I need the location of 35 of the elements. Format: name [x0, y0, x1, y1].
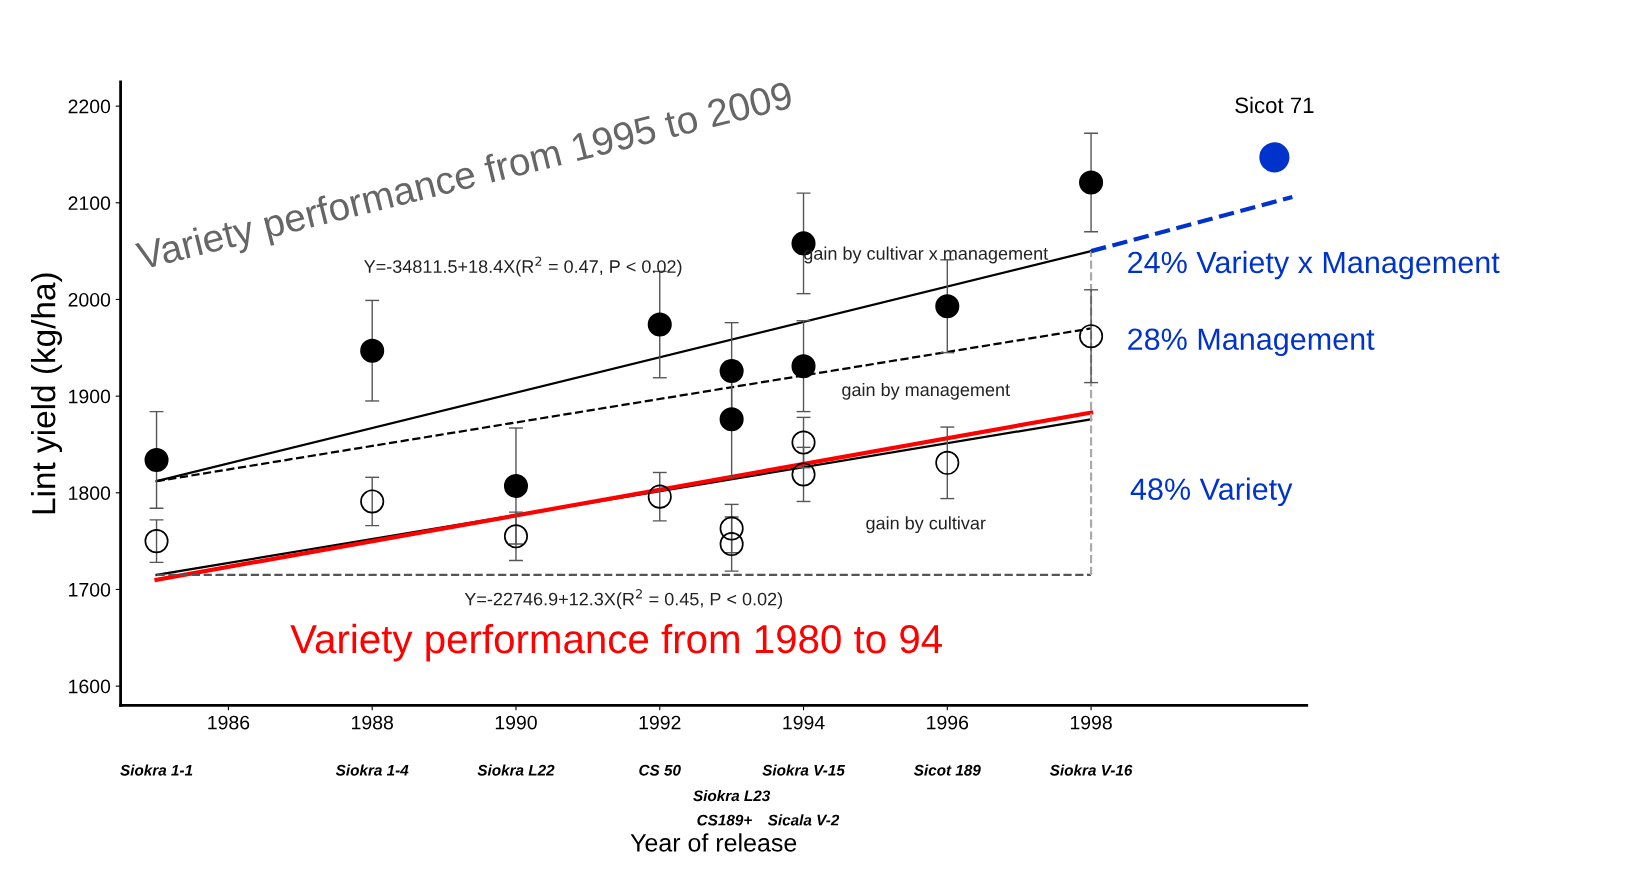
annotation: 28% Management	[1128, 328, 1375, 357]
y-tick-label: 1700	[69, 582, 111, 597]
y-tick-label: 1800	[69, 486, 111, 501]
x-tick-label: 1998	[1070, 715, 1112, 730]
y-tick-label: 2200	[68, 99, 111, 114]
y-tick-label: 1900	[69, 389, 111, 404]
x-tick-label: 1988	[352, 715, 393, 730]
annotation: gain by management	[842, 382, 1010, 400]
x-axis-title: Year of release	[630, 833, 797, 852]
text: Siokra 1-1	[120, 764, 193, 776]
text: Siokra V-16	[1049, 764, 1133, 776]
y-tick-label: 2100	[68, 196, 111, 211]
text: Siokra V-15	[762, 764, 846, 776]
series-label: Sicot 71	[1235, 96, 1314, 114]
text: CS 50	[639, 764, 681, 776]
annotation: 24% Variety x Management	[1128, 250, 1500, 280]
text: Sicala V-2	[767, 814, 840, 826]
x-tick-label: 1990	[495, 715, 537, 730]
annotation: Y=-22746.9+12.3X(R$^{2}$ = 0.45, P < 0.02)	[464, 589, 783, 610]
text: CS189+	[697, 814, 752, 826]
annotation: 48% Variety	[1130, 477, 1293, 507]
text: Siokra L23	[693, 789, 771, 802]
text: Siokra 1-4	[335, 764, 409, 776]
y-axis-title: Lint yield (kg/ha)	[30, 273, 63, 514]
annotation: Variety performance from 1980 to 94	[290, 623, 942, 662]
x-tick-label: 1986	[208, 715, 250, 730]
annotation: Y=-34811.5+18.4X(R$^{2}$ = 0.47, P < 0.02)	[364, 256, 682, 277]
y-tick-label: 1600	[69, 679, 111, 694]
x-tick-label: 1996	[927, 715, 969, 730]
x-tick-label: 1992	[639, 715, 681, 730]
text: Siokra L22	[477, 764, 555, 776]
y-tick-label: 2000	[68, 292, 111, 307]
annotation: gain by cultivar	[866, 516, 986, 534]
x-tick-label: 1994	[783, 715, 825, 730]
text: Sicot 189	[913, 764, 981, 776]
